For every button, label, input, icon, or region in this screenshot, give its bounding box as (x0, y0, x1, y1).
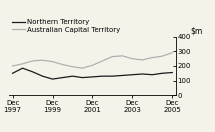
Y-axis label: $m: $m (191, 27, 203, 36)
Legend: Northern Territory, Australian Capital Territory: Northern Territory, Australian Capital T… (12, 19, 121, 33)
